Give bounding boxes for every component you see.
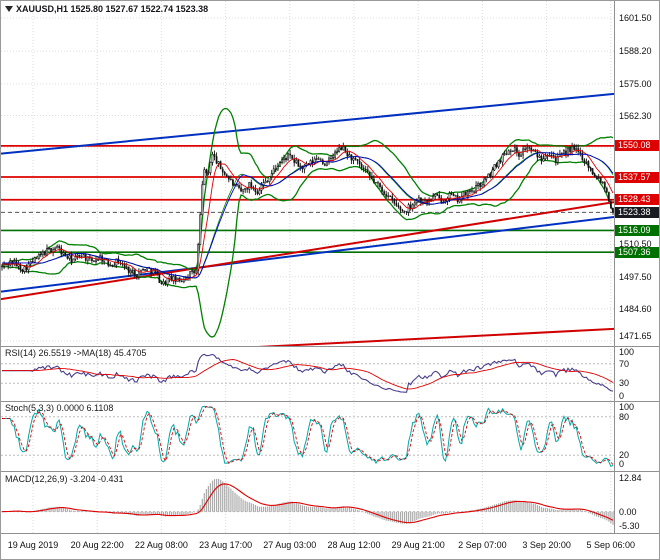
- price-scale[interactable]: [614, 1, 659, 534]
- time-axis[interactable]: [1, 534, 659, 559]
